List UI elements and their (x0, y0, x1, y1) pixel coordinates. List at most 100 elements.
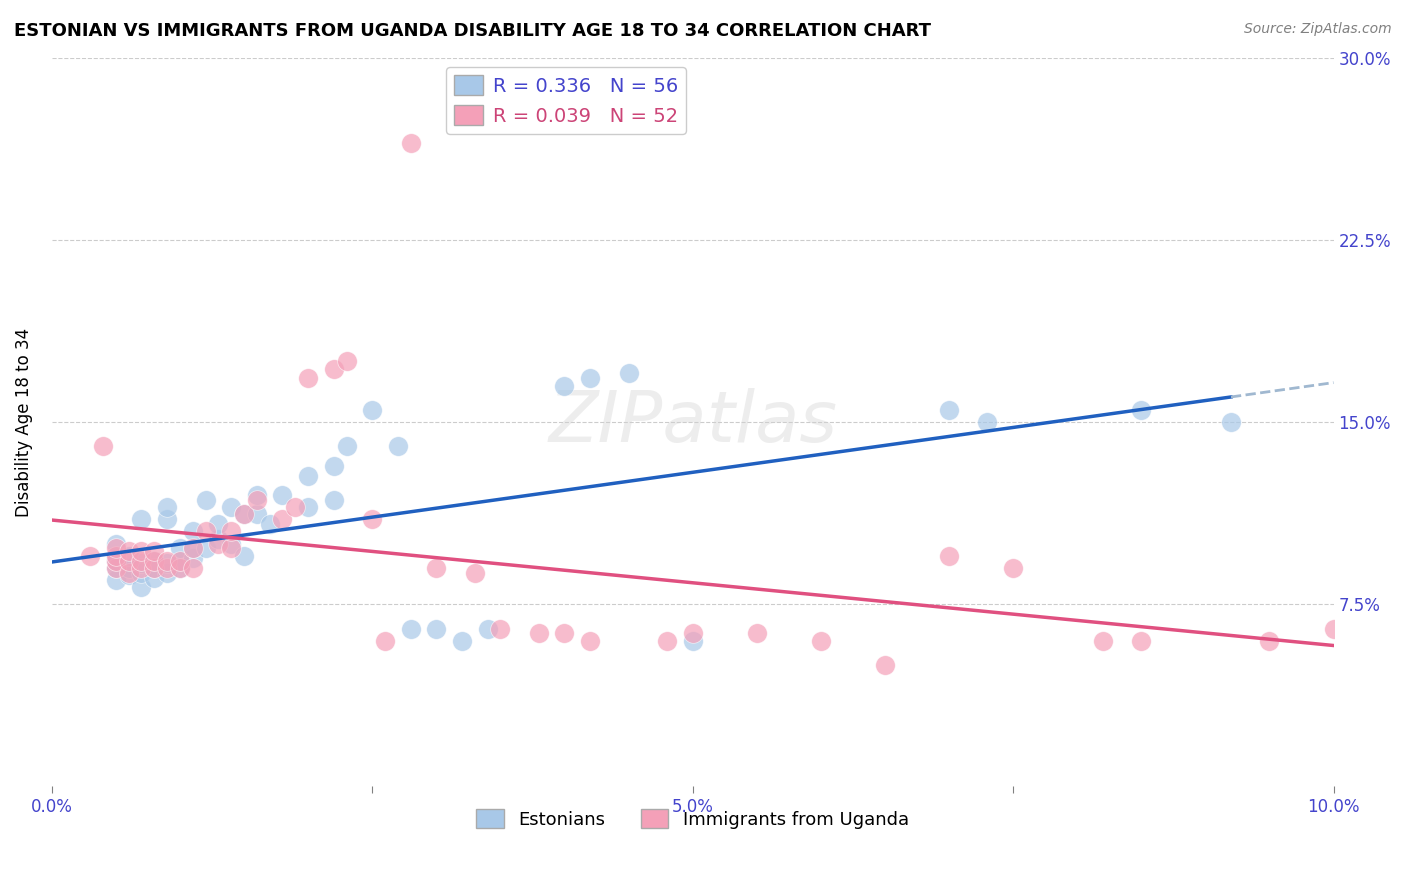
Point (104, 541, 127, 556)
Point (118, 549, 141, 563)
Point (156, 556, 179, 570)
Point (387, 439, 409, 453)
Point (246, 508, 269, 522)
Point (91, 439, 114, 453)
Point (489, 622, 512, 636)
Point (219, 541, 242, 556)
Point (219, 500, 242, 515)
Point (143, 544, 166, 558)
Point (219, 524, 242, 539)
Text: ZIPatlas: ZIPatlas (548, 388, 837, 457)
Point (1091, 633, 1114, 648)
Point (361, 512, 384, 526)
Point (745, 626, 768, 640)
Point (335, 354, 357, 368)
Point (976, 415, 998, 429)
Point (617, 367, 640, 381)
Point (181, 541, 204, 556)
Point (297, 500, 319, 515)
Point (335, 439, 357, 453)
Point (194, 492, 217, 507)
Point (1220, 415, 1243, 429)
Point (399, 622, 422, 636)
Point (579, 633, 602, 648)
Point (810, 633, 832, 648)
Point (194, 541, 217, 556)
Point (143, 561, 166, 575)
Point (104, 549, 127, 563)
Point (118, 561, 141, 575)
Text: Source: ZipAtlas.com: Source: ZipAtlas.com (1244, 22, 1392, 37)
Point (553, 378, 575, 392)
Text: ESTONIAN VS IMMIGRANTS FROM UGANDA DISABILITY AGE 18 TO 34 CORRELATION CHART: ESTONIAN VS IMMIGRANTS FROM UGANDA DISAB… (14, 22, 931, 40)
Point (156, 561, 179, 575)
Point (233, 508, 256, 522)
Point (322, 458, 344, 473)
Point (1130, 403, 1153, 417)
Point (207, 517, 229, 532)
Point (322, 361, 344, 376)
Point (219, 536, 242, 550)
Point (873, 658, 896, 673)
Point (131, 566, 153, 580)
Point (156, 500, 179, 515)
Point (361, 403, 384, 417)
Point (322, 492, 344, 507)
Point (181, 524, 204, 539)
Point (527, 626, 550, 640)
Point (271, 512, 294, 526)
Point (938, 403, 960, 417)
Point (451, 633, 474, 648)
Point (181, 551, 204, 566)
Point (131, 553, 153, 567)
Point (143, 570, 166, 584)
Point (425, 561, 447, 575)
Point (425, 622, 447, 636)
Point (118, 544, 141, 558)
Point (938, 549, 960, 563)
Point (104, 549, 127, 563)
Point (682, 633, 704, 648)
Point (143, 553, 166, 567)
Point (1130, 633, 1153, 648)
Point (297, 468, 319, 483)
Point (104, 553, 127, 567)
Point (181, 561, 204, 575)
Point (181, 541, 204, 556)
Point (169, 541, 191, 556)
Point (169, 553, 191, 567)
Point (104, 553, 127, 567)
Point (233, 549, 256, 563)
Point (104, 561, 127, 575)
Point (131, 556, 153, 570)
Point (284, 500, 307, 515)
Point (104, 573, 127, 587)
Point (553, 626, 575, 640)
Point (399, 136, 422, 150)
Point (156, 553, 179, 567)
Point (131, 580, 153, 594)
Point (464, 566, 486, 580)
Point (169, 561, 191, 575)
Point (655, 633, 678, 648)
Point (79, 549, 101, 563)
Point (297, 371, 319, 385)
Point (143, 553, 166, 567)
Y-axis label: Disability Age 18 to 34: Disability Age 18 to 34 (15, 327, 32, 516)
Point (131, 544, 153, 558)
Point (259, 517, 281, 532)
Point (131, 561, 153, 575)
Point (579, 371, 602, 385)
Point (169, 553, 191, 567)
Point (233, 508, 256, 522)
Point (156, 566, 179, 580)
Point (156, 512, 179, 526)
Point (271, 488, 294, 502)
Point (374, 633, 396, 648)
Point (1258, 633, 1281, 648)
Point (207, 536, 229, 550)
Point (207, 532, 229, 546)
Point (131, 512, 153, 526)
Point (1322, 622, 1344, 636)
Point (1002, 561, 1025, 575)
